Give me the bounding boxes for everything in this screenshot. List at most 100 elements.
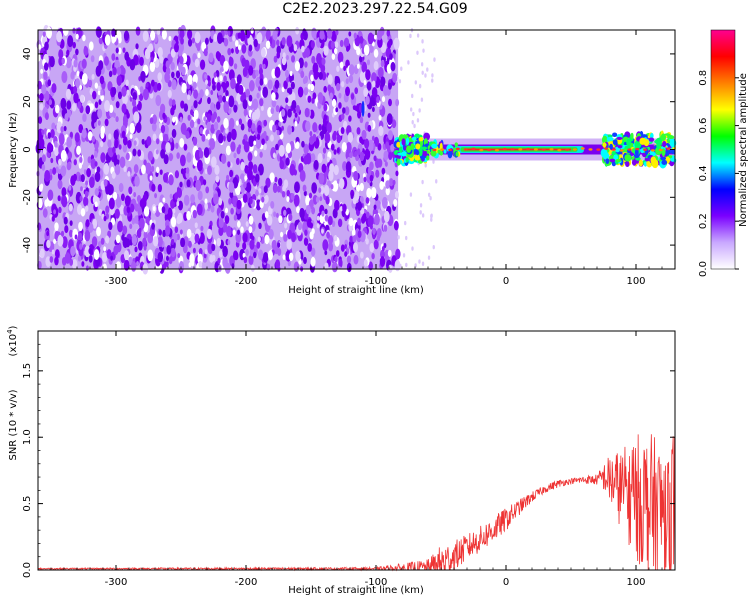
noise-speckle xyxy=(98,99,102,105)
noise-speckle xyxy=(267,79,273,90)
noise-speckle xyxy=(308,192,313,199)
noise-speckle xyxy=(296,205,300,214)
noise-speckle xyxy=(200,225,204,232)
signal-peak-dot xyxy=(588,148,593,151)
noise-speckle xyxy=(100,152,106,163)
noise-speckle xyxy=(56,30,63,43)
noise-speckle xyxy=(257,249,264,260)
noise-speckle xyxy=(53,238,57,245)
noise-speckle xyxy=(170,107,175,116)
spectrogram-x-tick-label: -100 xyxy=(365,276,388,287)
noise-speckle xyxy=(258,222,262,230)
signal-peak-dot xyxy=(541,148,546,151)
noise-speckle xyxy=(210,89,214,95)
noise-speckle xyxy=(348,31,352,37)
noise-speckle xyxy=(238,84,244,95)
noise-speckle xyxy=(356,184,361,193)
noise-speckle xyxy=(310,153,316,163)
noise-speckle xyxy=(97,85,101,92)
noise-speckle xyxy=(430,213,433,218)
noise-speckle xyxy=(294,120,298,127)
noise-speckle xyxy=(72,41,76,49)
noise-speckle xyxy=(194,233,200,243)
noise-speckle xyxy=(172,116,176,123)
signal-blob xyxy=(616,136,623,141)
noise-speckle xyxy=(345,141,352,154)
noise-speckle xyxy=(303,237,309,246)
noise-speckle xyxy=(74,78,81,89)
signal-peak-dot xyxy=(487,148,492,152)
noise-speckle xyxy=(136,195,141,203)
noise-speckle xyxy=(194,149,201,161)
noise-speckle xyxy=(60,165,67,177)
noise-speckle xyxy=(166,244,172,255)
noise-speckle xyxy=(259,98,264,107)
noise-speckle xyxy=(336,65,340,72)
noise-speckle xyxy=(69,131,73,138)
noise-speckle xyxy=(204,73,208,80)
noise-speckle xyxy=(106,249,112,260)
signal-blob xyxy=(418,147,423,157)
noise-speckle xyxy=(192,136,198,146)
noise-speckle xyxy=(60,126,64,133)
noise-speckle xyxy=(111,87,117,96)
noise-speckle xyxy=(323,103,328,112)
noise-speckle xyxy=(352,197,357,205)
noise-speckle xyxy=(294,112,298,118)
noise-speckle xyxy=(232,35,236,42)
noise-speckle xyxy=(77,101,82,109)
noise-speckle xyxy=(318,71,323,80)
noise-speckle xyxy=(375,169,380,178)
signal-blob xyxy=(662,140,667,148)
noise-speckle xyxy=(253,38,258,48)
noise-speckle xyxy=(294,181,300,194)
noise-speckle xyxy=(203,253,207,259)
noise-speckle xyxy=(316,223,320,229)
noise-speckle xyxy=(272,124,277,133)
noise-speckle xyxy=(337,218,343,228)
noise-speckle xyxy=(168,174,174,186)
noise-speckle xyxy=(435,179,438,184)
noise-speckle xyxy=(360,207,365,215)
signal-blob xyxy=(650,156,657,165)
noise-speckle xyxy=(276,39,280,46)
noise-speckle xyxy=(233,152,237,159)
noise-speckle xyxy=(110,255,114,261)
noise-speckle xyxy=(197,52,201,59)
noise-speckle xyxy=(303,155,309,165)
noise-speckle xyxy=(44,112,49,120)
noise-speckle xyxy=(88,176,95,189)
noise-speckle xyxy=(335,107,339,113)
noise-speckle xyxy=(82,113,87,123)
noise-speckle xyxy=(432,244,435,250)
noise-speckle xyxy=(203,116,207,122)
noise-speckle xyxy=(157,46,163,58)
noise-speckle xyxy=(350,193,354,200)
noise-speckle xyxy=(289,163,296,176)
noise-speckle xyxy=(105,205,110,214)
noise-speckle xyxy=(61,187,67,197)
noise-speckle xyxy=(147,249,154,262)
colorbar-label: Normalized spectral amplitude xyxy=(738,73,749,227)
signal-blob xyxy=(401,138,406,146)
noise-speckle xyxy=(39,103,44,111)
signal-blob xyxy=(415,150,420,156)
noise-speckle xyxy=(165,66,171,76)
noise-speckle xyxy=(168,35,172,42)
noise-speckle xyxy=(309,131,313,137)
noise-speckle xyxy=(377,158,383,168)
signal-peak-dot xyxy=(643,148,648,151)
signal-peak-dot xyxy=(471,147,476,151)
noise-speckle xyxy=(40,68,44,74)
noise-speckle xyxy=(263,77,268,85)
noise-speckle xyxy=(310,40,315,49)
noise-speckle xyxy=(411,246,414,251)
noise-speckle xyxy=(233,214,238,221)
signal-blob xyxy=(609,143,613,150)
noise-speckle xyxy=(128,186,133,195)
noise-speckle xyxy=(99,75,105,85)
noise-speckle xyxy=(391,119,397,129)
noise-speckle xyxy=(286,239,292,250)
noise-speckle xyxy=(107,139,112,148)
noise-speckle xyxy=(374,213,380,226)
